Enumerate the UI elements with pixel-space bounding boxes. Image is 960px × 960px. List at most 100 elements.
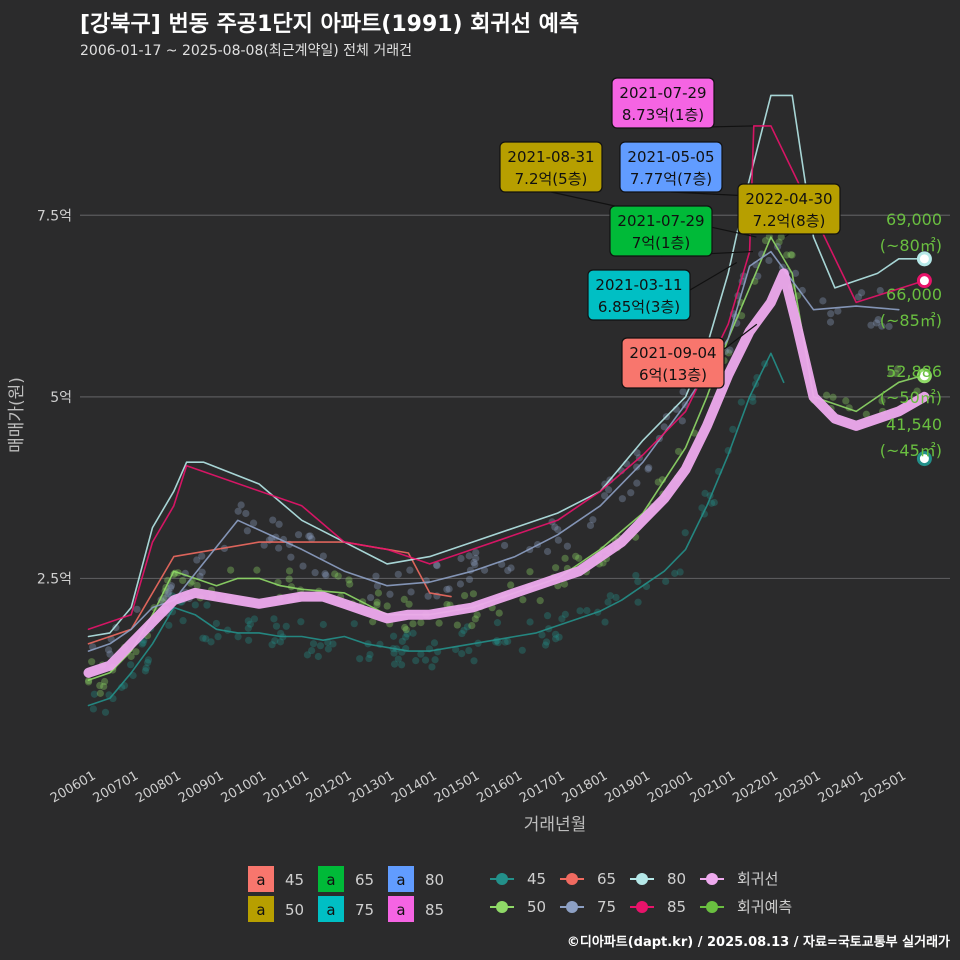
transaction-dot [854, 293, 863, 301]
transaction-dot [507, 564, 515, 572]
transaction-dot [268, 641, 276, 649]
transaction-dot [305, 532, 313, 540]
annotation-date: 2021-09-04 [629, 344, 716, 362]
annotation-price: 6억(13층) [639, 366, 707, 384]
legend-line-text: 50 [527, 898, 546, 916]
annotation-price: 7억(1층) [632, 234, 690, 252]
transaction-dot [417, 618, 425, 627]
transaction-dot [250, 615, 259, 623]
transaction-dot [127, 652, 135, 661]
prediction-area-label: (~85㎡) [880, 311, 942, 330]
transaction-dot [443, 585, 451, 594]
transaction-dot [409, 620, 417, 628]
transaction-dot [334, 572, 342, 580]
transaction-dot [138, 640, 146, 648]
transaction-dot [285, 567, 294, 575]
transaction-dot [277, 629, 285, 638]
transaction-dot [788, 251, 796, 259]
transaction-dot [618, 495, 626, 503]
x-axis-title: 거래년월 [524, 815, 587, 835]
legend-label-text: 50 [285, 901, 304, 919]
transaction-dot [822, 391, 831, 399]
legend-line-text: 65 [597, 870, 616, 888]
transaction-dot [519, 596, 527, 604]
transaction-dot [465, 552, 473, 560]
transaction-dot [324, 638, 332, 646]
transaction-dot [112, 624, 120, 632]
transaction-dot [244, 624, 252, 632]
transaction-dot [306, 532, 314, 540]
x-tick-label: 200601 [48, 768, 98, 806]
transaction-dot [634, 578, 642, 586]
transaction-dot [271, 637, 279, 645]
transaction-dot [538, 631, 546, 639]
transaction-dot [749, 397, 757, 405]
transaction-dot [867, 321, 875, 329]
transaction-dot [282, 622, 290, 630]
transaction-dot [196, 572, 204, 580]
transaction-dot [316, 642, 325, 650]
transaction-dot [541, 641, 550, 649]
transaction-dot [894, 365, 902, 373]
legend-label-glyph: a [396, 871, 405, 889]
transaction-dot [401, 623, 409, 632]
transaction-dot [634, 598, 642, 606]
transaction-dot [242, 509, 250, 518]
transaction-dot [632, 571, 640, 580]
transaction-dot [179, 617, 187, 625]
transaction-dot [463, 623, 472, 631]
transaction-dot [373, 598, 381, 606]
series-line-s65 [87, 541, 452, 645]
transaction-dot [212, 619, 220, 628]
transaction-dot [857, 289, 866, 297]
legend-label-glyph: a [326, 871, 335, 889]
legend-line-text: 75 [597, 898, 616, 916]
prediction-marker [916, 273, 932, 289]
prediction-area-label: (~45㎡) [880, 441, 942, 460]
source-caption: ©디아파트(dapt.kr) / 2025.08.13 / 자료=국토교통부 실… [566, 935, 950, 950]
x-tick-label: 202401 [816, 768, 866, 806]
transaction-dot [276, 638, 285, 646]
transaction-dot [234, 633, 242, 641]
transaction-dot [104, 646, 113, 654]
transaction-dot [662, 577, 670, 586]
transaction-dot [468, 621, 476, 630]
x-tick-label: 200701 [91, 768, 141, 806]
transaction-dot [737, 398, 745, 406]
transaction-dot [198, 568, 206, 576]
x-tick-label: 201401 [389, 768, 439, 806]
transaction-dot [604, 598, 612, 606]
transaction-dot [606, 592, 614, 600]
transaction-dot [644, 465, 652, 473]
transaction-dot [424, 592, 432, 600]
legend-label-swatch [388, 896, 414, 922]
transaction-dot [885, 322, 893, 331]
transaction-dot [345, 576, 353, 584]
transaction-dot [589, 516, 597, 524]
chart-subtitle: 2006-01-17 ~ 2025-08-08(최근계약일) 전체 거래건 [80, 43, 412, 59]
annotation-price: 7.77억(7층) [630, 170, 712, 188]
series-line-s80 [87, 94, 926, 638]
transaction-dot [198, 552, 206, 560]
annotation-date: 2021-05-05 [627, 148, 714, 166]
legend-labels: a 45 a 50 a 65 a 75 a 80 a 85 [248, 866, 444, 922]
x-tick-label: 202301 [773, 768, 823, 806]
annotation-box [609, 205, 713, 257]
transaction-dot [144, 659, 152, 667]
transaction-dot [555, 633, 563, 641]
transaction-dot [319, 552, 327, 560]
transaction-dot [405, 600, 413, 608]
legend-label-swatch [388, 866, 414, 892]
transaction-dot [303, 651, 312, 659]
transaction-dot [275, 520, 283, 528]
transaction-dot [453, 621, 461, 629]
transaction-dot [144, 656, 152, 664]
transaction-dot [386, 590, 394, 598]
transaction-dot [167, 582, 176, 590]
transaction-dot [681, 529, 689, 537]
prediction-value-label: 52,886 [886, 362, 942, 381]
transaction-dot [294, 531, 303, 539]
transaction-dot [561, 554, 569, 562]
